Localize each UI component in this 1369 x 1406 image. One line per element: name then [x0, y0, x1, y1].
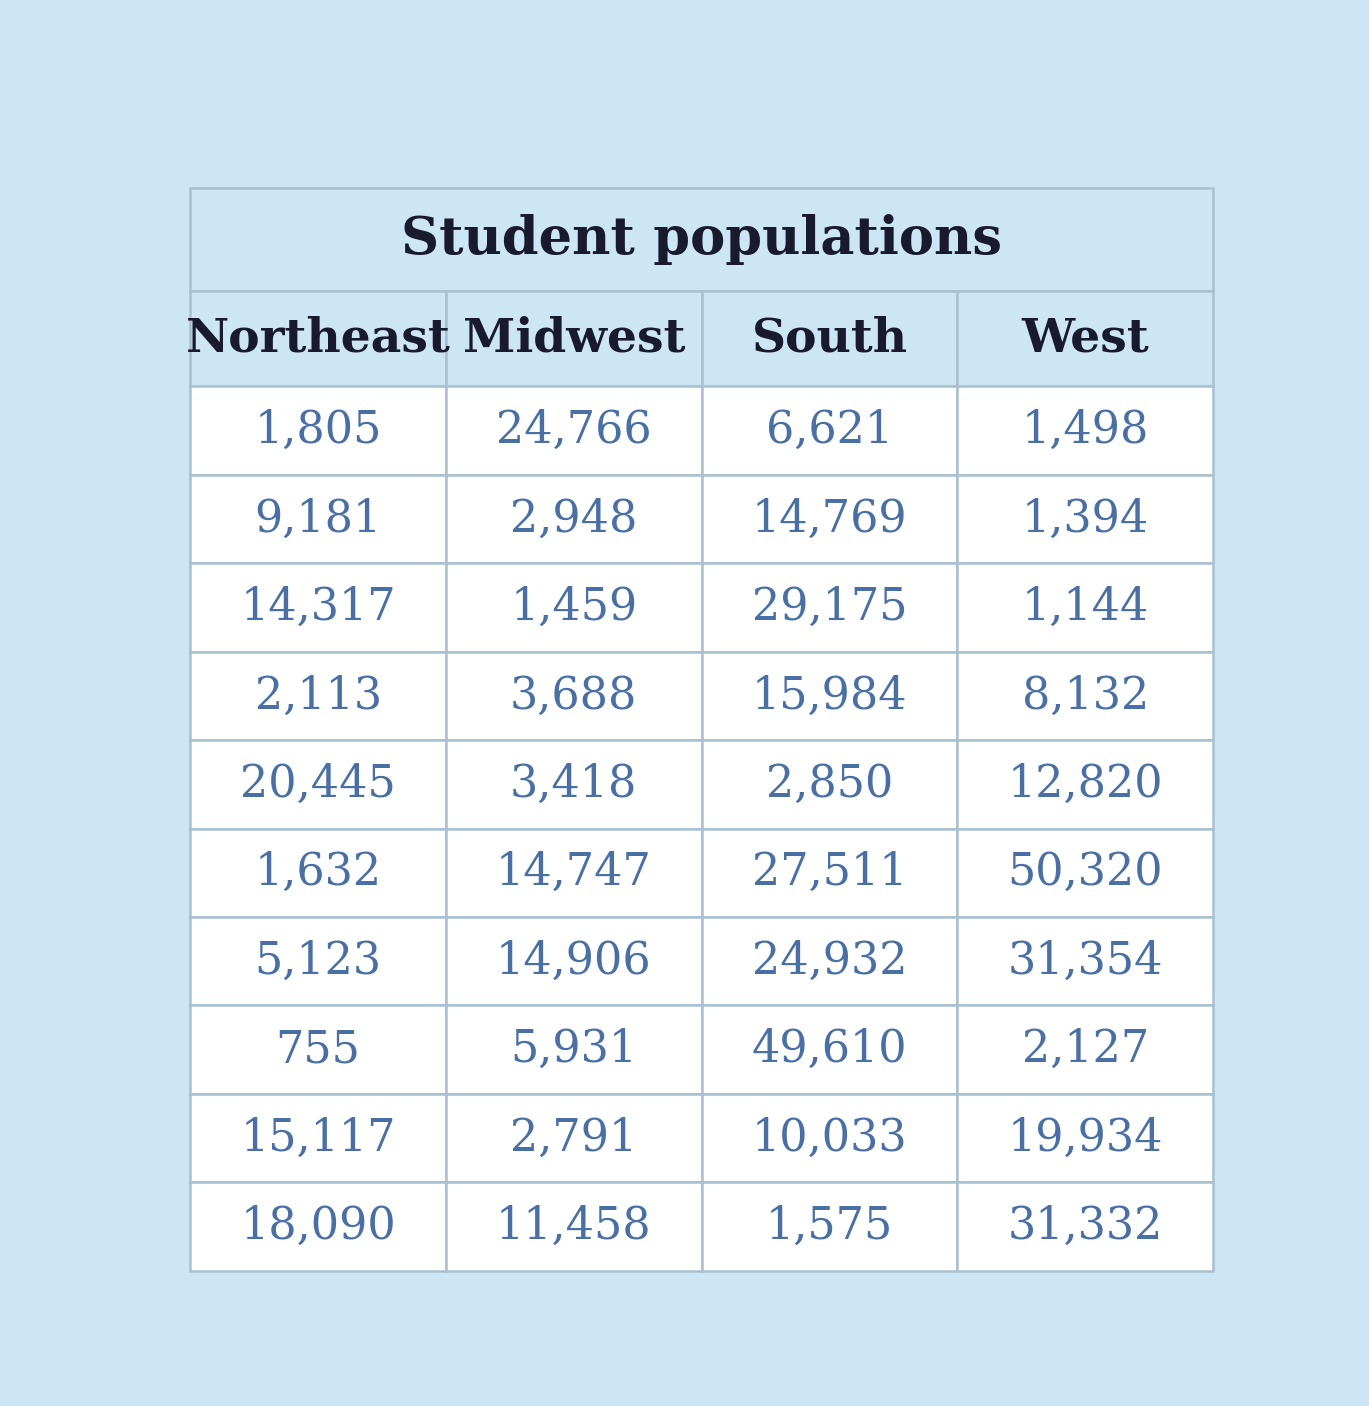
Text: 18,090: 18,090	[240, 1205, 396, 1249]
Text: 27,511: 27,511	[752, 851, 908, 894]
Text: 31,332: 31,332	[1008, 1205, 1162, 1249]
Text: 2,127: 2,127	[1021, 1028, 1149, 1071]
Text: 3,418: 3,418	[511, 763, 638, 806]
Text: 15,117: 15,117	[241, 1116, 396, 1160]
Text: 24,932: 24,932	[752, 939, 908, 983]
Bar	[190, 740, 446, 828]
Bar	[957, 475, 1213, 564]
Text: Student populations: Student populations	[401, 214, 1002, 266]
Text: 1,144: 1,144	[1021, 586, 1149, 628]
Bar	[190, 291, 446, 387]
Text: 2,948: 2,948	[511, 498, 638, 540]
Text: 20,445: 20,445	[240, 763, 396, 806]
Bar	[702, 1005, 957, 1094]
Bar	[446, 828, 702, 917]
Text: 24,766: 24,766	[496, 409, 652, 453]
Text: Midwest: Midwest	[463, 316, 684, 361]
Bar	[957, 291, 1213, 387]
Text: 1,805: 1,805	[255, 409, 382, 453]
Text: 755: 755	[275, 1028, 360, 1071]
Text: 50,320: 50,320	[1008, 851, 1164, 894]
Bar	[702, 828, 957, 917]
Text: 6,621: 6,621	[765, 409, 893, 453]
Text: 1,394: 1,394	[1021, 498, 1149, 540]
Text: 19,934: 19,934	[1008, 1116, 1162, 1160]
Text: Northeast: Northeast	[186, 316, 450, 361]
Bar	[702, 1182, 957, 1271]
Bar	[190, 828, 446, 917]
Bar	[190, 387, 446, 475]
Text: 1,575: 1,575	[765, 1205, 893, 1249]
Bar	[957, 387, 1213, 475]
Text: 49,610: 49,610	[752, 1028, 908, 1071]
Bar	[190, 917, 446, 1005]
Bar	[957, 564, 1213, 651]
Bar	[957, 917, 1213, 1005]
Bar	[190, 651, 446, 740]
Text: 9,181: 9,181	[255, 498, 382, 540]
Text: 2,791: 2,791	[511, 1116, 638, 1160]
Text: 11,458: 11,458	[496, 1205, 652, 1249]
Text: 2,113: 2,113	[255, 675, 382, 717]
Bar	[446, 740, 702, 828]
Bar	[702, 1094, 957, 1182]
Text: West: West	[1021, 316, 1149, 361]
Text: 31,354: 31,354	[1008, 939, 1162, 983]
Text: 15,984: 15,984	[752, 675, 908, 717]
Bar	[446, 1094, 702, 1182]
Bar	[702, 917, 957, 1005]
Bar	[702, 291, 957, 387]
Bar	[957, 740, 1213, 828]
Text: 5,931: 5,931	[511, 1028, 638, 1071]
Bar	[446, 291, 702, 387]
Bar	[702, 564, 957, 651]
Bar	[446, 475, 702, 564]
Bar	[446, 564, 702, 651]
Bar	[957, 828, 1213, 917]
Bar	[190, 564, 446, 651]
Text: 8,132: 8,132	[1021, 675, 1149, 717]
Bar	[446, 917, 702, 1005]
Text: 14,906: 14,906	[496, 939, 652, 983]
Bar	[446, 387, 702, 475]
Bar	[190, 475, 446, 564]
Bar	[190, 1094, 446, 1182]
Bar	[957, 651, 1213, 740]
Text: 14,317: 14,317	[240, 586, 396, 628]
Bar	[190, 1182, 446, 1271]
Text: 12,820: 12,820	[1008, 763, 1164, 806]
Bar	[702, 387, 957, 475]
Text: 5,123: 5,123	[255, 939, 382, 983]
Text: 10,033: 10,033	[752, 1116, 908, 1160]
Bar	[702, 740, 957, 828]
Bar	[957, 1182, 1213, 1271]
Text: 29,175: 29,175	[752, 586, 908, 628]
Bar	[446, 651, 702, 740]
Text: 1,459: 1,459	[511, 586, 638, 628]
Text: 14,769: 14,769	[752, 498, 908, 540]
Text: 14,747: 14,747	[496, 851, 652, 894]
Text: South: South	[752, 316, 908, 361]
Bar	[702, 475, 957, 564]
Text: 1,498: 1,498	[1021, 409, 1149, 453]
Bar	[190, 1005, 446, 1094]
Bar	[190, 188, 1213, 291]
Bar	[702, 651, 957, 740]
Bar	[957, 1005, 1213, 1094]
Text: 1,632: 1,632	[255, 851, 382, 894]
Bar	[446, 1005, 702, 1094]
Bar	[957, 1094, 1213, 1182]
Bar	[446, 1182, 702, 1271]
Text: 2,850: 2,850	[765, 763, 893, 806]
Text: 3,688: 3,688	[511, 675, 638, 717]
